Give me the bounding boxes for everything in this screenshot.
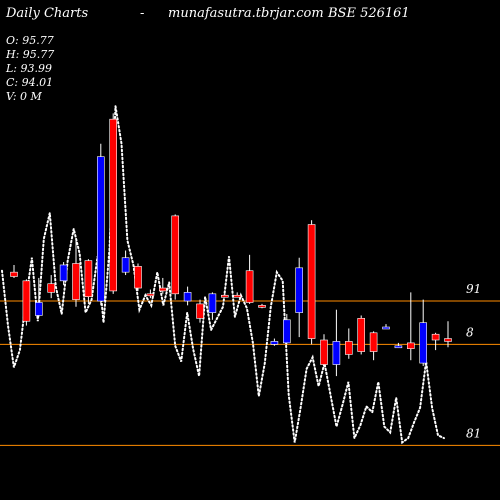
site-name: munafasutra.tbrjar.com (168, 6, 324, 21)
candle (34, 277, 43, 317)
dotted-series (1, 106, 445, 445)
candle-body (134, 266, 142, 289)
candle (444, 321, 452, 348)
candle (183, 286, 192, 306)
candle-body (196, 303, 204, 319)
candle (357, 315, 366, 355)
candle (307, 220, 316, 345)
level-label-0: 91 (466, 282, 481, 296)
dotted-series-line (1, 106, 445, 445)
candle-body (59, 264, 68, 282)
candle-body (245, 270, 254, 303)
candle (146, 289, 155, 299)
candle-body (22, 280, 31, 322)
candle (208, 292, 217, 320)
level-label-1: 8 (466, 325, 474, 339)
close-value: C: 94.01 (6, 76, 54, 89)
candle (134, 263, 142, 291)
level-label-2: 81 (466, 426, 481, 440)
candle (171, 214, 179, 300)
candle-body (406, 342, 415, 349)
chart-title: Daily Charts (6, 6, 89, 21)
candle-body (221, 294, 229, 298)
candle (332, 309, 341, 377)
candle (97, 143, 105, 306)
candle-body (444, 338, 452, 342)
candle (382, 324, 390, 330)
candle-body (10, 271, 18, 277)
high-value: H: 95.77 (6, 48, 55, 61)
candle-body (47, 283, 56, 293)
candle (282, 314, 291, 345)
symbol-label: BSE 526161 (328, 6, 410, 21)
candle (258, 303, 266, 309)
candle (233, 292, 241, 298)
candle-body (109, 118, 117, 292)
candle (10, 264, 18, 278)
volume-value: V: 0 M (6, 90, 42, 103)
candle-body (431, 333, 440, 341)
candle (196, 299, 204, 323)
candle-body (34, 302, 43, 316)
candle-body (369, 332, 378, 352)
candle-body (258, 305, 266, 308)
candle (295, 257, 304, 338)
candle (159, 277, 167, 294)
candle (369, 331, 378, 361)
candles (10, 113, 452, 377)
candle-body (282, 319, 291, 344)
candle (84, 259, 93, 304)
candle (245, 254, 254, 304)
candle-body (394, 345, 403, 349)
candle-body (357, 318, 366, 352)
candle-body (419, 322, 428, 364)
candle-body (121, 257, 130, 273)
candle (320, 334, 328, 368)
candle-body (320, 339, 328, 365)
candle-body (97, 156, 105, 302)
candle (394, 342, 403, 349)
candle (72, 238, 80, 307)
candle (431, 332, 440, 351)
candle (59, 262, 68, 286)
candle (47, 275, 56, 299)
candle (221, 292, 229, 298)
open-value: O: 95.77 (6, 34, 54, 47)
candle-body (72, 263, 80, 300)
candle-body (159, 287, 167, 292)
candle (121, 250, 130, 276)
candle-body (146, 293, 155, 297)
candle (22, 279, 31, 326)
candle (270, 338, 279, 346)
candle-body (382, 326, 390, 330)
candle-body (295, 267, 304, 313)
candle-body (344, 341, 353, 355)
candle-body (84, 260, 93, 298)
low-value: L: 93.99 (6, 62, 52, 75)
header-separator: - (140, 6, 145, 21)
candle (109, 113, 117, 294)
candle-body (171, 215, 179, 295)
candle-body (233, 294, 241, 298)
candle-body (307, 224, 316, 339)
candle-body (270, 341, 279, 345)
candle (419, 299, 428, 366)
candle (406, 292, 415, 361)
candle-body (208, 293, 217, 313)
candle-body (332, 341, 341, 365)
candle (344, 328, 353, 359)
candle-body (183, 292, 192, 302)
